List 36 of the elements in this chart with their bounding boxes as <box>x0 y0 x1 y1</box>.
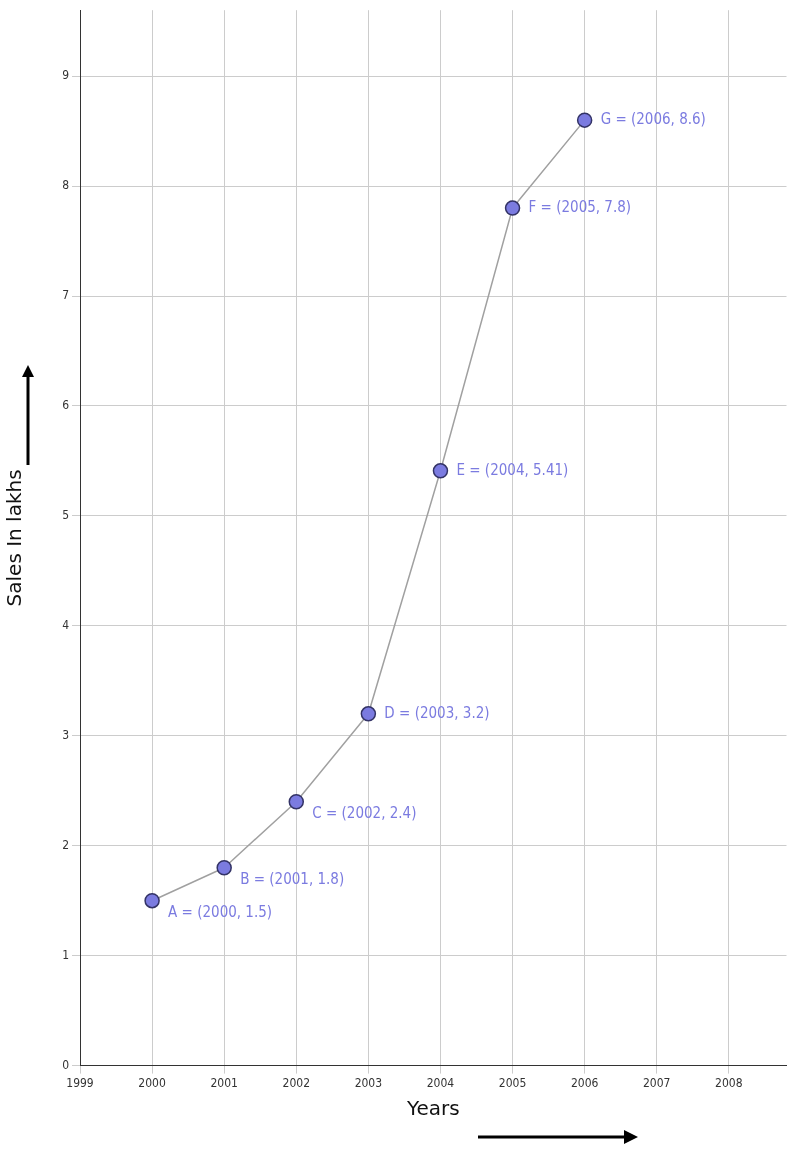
y-tick-label: 0 <box>62 1057 70 1072</box>
x-tick-label: 2002 <box>282 1075 311 1090</box>
x-axis-title: Years <box>405 1096 460 1121</box>
x-tick-label: 2004 <box>426 1075 455 1090</box>
point <box>576 112 593 128</box>
y-tick-label: 7 <box>62 288 69 303</box>
annotation: G = (2006, 8.6) <box>600 110 706 129</box>
y-tick-label: 9 <box>62 68 70 83</box>
x-tick-label: 2005 <box>498 1075 527 1090</box>
annotation: F = (2005, 7.8) <box>528 197 632 216</box>
point <box>504 200 521 216</box>
y-tick-label: 6 <box>62 398 70 413</box>
y-tick-label: 2 <box>62 837 69 852</box>
x-tick-label: 2008 <box>715 1075 743 1090</box>
point <box>432 463 449 479</box>
y-axis-title: Sales In lakhs <box>2 469 27 607</box>
x-tick-label: 1999 <box>66 1075 94 1090</box>
x-tick-label: 2003 <box>354 1075 383 1090</box>
annotation: A = (2000, 1.5) <box>168 902 273 921</box>
annotation: D = (2003, 3.2) <box>384 703 490 722</box>
y-tick-label: 3 <box>62 727 69 742</box>
y-tick-label: 5 <box>62 508 69 523</box>
point <box>360 706 377 722</box>
y-tick-label: 1 <box>62 947 69 962</box>
x-tick-label: 2000 <box>138 1075 166 1090</box>
point <box>216 859 232 876</box>
point <box>144 892 160 909</box>
y-tick-label: 4 <box>62 617 70 632</box>
annotation: C = (2002, 2.4) <box>312 803 417 822</box>
y-tick-label: 8 <box>62 178 70 193</box>
annotation: B = (2001, 1.8) <box>240 869 345 888</box>
x-tick-label: 2007 <box>643 1075 671 1090</box>
point <box>288 794 305 810</box>
x-tick-label: 2001 <box>210 1075 238 1090</box>
x-tick-label: 2006 <box>570 1075 599 1090</box>
annotation: E = (2004, 5.41) <box>456 460 569 479</box>
